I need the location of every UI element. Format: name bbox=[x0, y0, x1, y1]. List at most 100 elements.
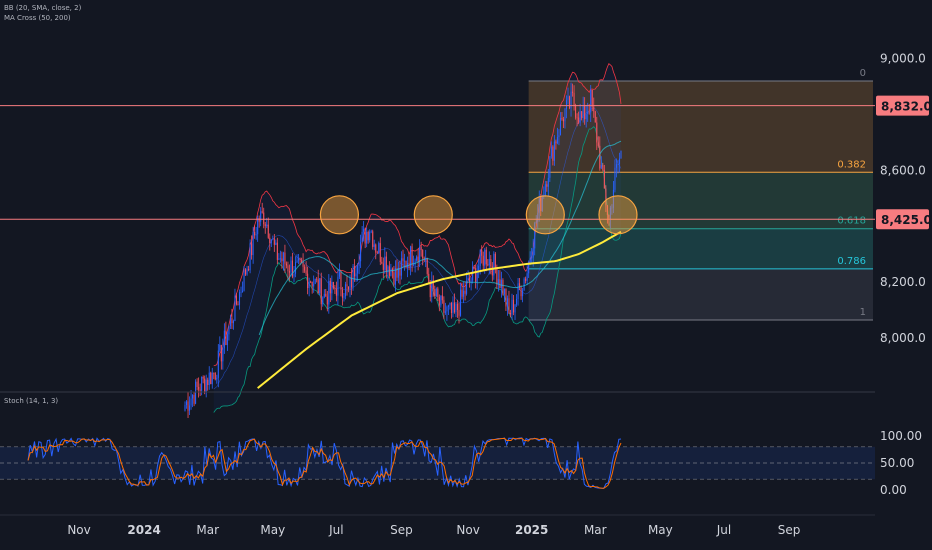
candle-body bbox=[581, 111, 583, 118]
candle-body bbox=[461, 289, 463, 297]
candle-body bbox=[352, 266, 354, 288]
candle-body bbox=[264, 224, 266, 227]
candle-body bbox=[285, 263, 287, 266]
candle-body bbox=[317, 279, 319, 294]
candle-body bbox=[617, 164, 619, 165]
candle-body bbox=[493, 253, 495, 276]
candle-body bbox=[235, 295, 238, 305]
candle-body bbox=[251, 243, 253, 256]
candle-body bbox=[463, 290, 465, 297]
candle-body bbox=[222, 348, 224, 362]
candle-body bbox=[364, 228, 366, 244]
candle-body bbox=[207, 379, 209, 386]
candle-body bbox=[422, 250, 424, 259]
time-tick: Nov bbox=[67, 523, 90, 537]
candle-body bbox=[453, 302, 456, 313]
time-axis[interactable]: Nov 2024 Mar May Jul Sep Nov 2025 Mar May Jul Sep bbox=[0, 514, 875, 537]
candle-body bbox=[570, 91, 572, 109]
candle-body bbox=[593, 106, 595, 112]
candle-body bbox=[193, 394, 195, 404]
candle-body bbox=[600, 165, 602, 169]
price-axis[interactable]: 9,000.0 8,600.0 8,200.0 8,000.0 8,832.0 8,425… bbox=[875, 0, 932, 392]
candle-body bbox=[520, 287, 522, 297]
candle-body bbox=[431, 280, 433, 298]
candle-body bbox=[313, 284, 315, 287]
candle-body bbox=[369, 231, 371, 241]
candle-body bbox=[414, 260, 416, 265]
candle-body bbox=[288, 271, 290, 273]
candle-body bbox=[485, 249, 487, 265]
candle-body bbox=[293, 273, 295, 277]
candle-body bbox=[245, 269, 247, 275]
candle-body bbox=[514, 304, 516, 313]
candle-body bbox=[261, 211, 263, 213]
candle-body bbox=[405, 260, 407, 268]
candle-body bbox=[282, 252, 284, 262]
candle-body bbox=[287, 265, 289, 272]
candle-body bbox=[199, 389, 201, 391]
candle-body bbox=[361, 231, 363, 243]
candle-body bbox=[585, 114, 587, 120]
candle-body bbox=[540, 197, 542, 211]
time-tick: May bbox=[260, 523, 285, 537]
candle-body bbox=[459, 289, 462, 316]
candle-body bbox=[426, 257, 428, 274]
price-tick: 8,600.0 bbox=[880, 163, 926, 177]
price-level-tag-label: 8,425.0 bbox=[881, 213, 932, 227]
candle-body bbox=[204, 378, 206, 392]
candle-body bbox=[205, 379, 207, 392]
horizontal-levels[interactable] bbox=[0, 105, 875, 220]
time-tick: May bbox=[648, 523, 673, 537]
candle-body bbox=[546, 184, 548, 187]
candle-body bbox=[308, 281, 310, 289]
candle-body bbox=[378, 243, 380, 254]
candle-body bbox=[363, 228, 365, 232]
candle-body bbox=[400, 258, 403, 276]
candle-body bbox=[428, 273, 430, 284]
candle-body bbox=[382, 263, 384, 270]
candle-body bbox=[497, 279, 499, 285]
candle-body bbox=[390, 268, 392, 276]
highlight-circles[interactable] bbox=[319, 195, 638, 235]
bb-indicator-label[interactable]: BB (20, SMA, close, 2) bbox=[4, 4, 82, 12]
candle-body bbox=[307, 273, 309, 289]
candle-body bbox=[258, 218, 260, 222]
candle-body bbox=[298, 258, 300, 261]
time-tick: Sep bbox=[778, 523, 801, 537]
candle-body bbox=[376, 252, 378, 254]
candle-body bbox=[620, 150, 622, 159]
price-level-tag bbox=[876, 95, 929, 116]
candle-body bbox=[496, 268, 498, 285]
candle-body bbox=[582, 105, 584, 118]
candle-body bbox=[381, 261, 383, 264]
candle-body bbox=[326, 296, 328, 305]
candle-body bbox=[229, 318, 231, 327]
stoch-indicator-label[interactable]: Stoch (14, 1, 3) bbox=[4, 397, 59, 405]
candle-body bbox=[366, 231, 368, 244]
candle-body bbox=[578, 117, 580, 123]
candle-body bbox=[329, 280, 331, 294]
candle-body bbox=[588, 111, 590, 113]
candle-body bbox=[281, 258, 283, 262]
candle-body bbox=[402, 258, 404, 262]
candle-body bbox=[270, 239, 272, 244]
candle-body bbox=[187, 401, 189, 411]
candle-body bbox=[411, 246, 413, 266]
candle-body bbox=[608, 214, 610, 220]
time-tick: 2025 bbox=[515, 523, 548, 537]
candle-body bbox=[375, 244, 377, 253]
candle-body bbox=[291, 260, 294, 277]
candle-body bbox=[349, 277, 351, 290]
candle-body bbox=[208, 372, 210, 386]
candle-body bbox=[305, 270, 307, 274]
ma-cross-indicator-label[interactable]: MA Cross (50, 200) bbox=[4, 14, 71, 22]
candle-body bbox=[478, 266, 480, 272]
candle-body bbox=[334, 288, 336, 290]
candle-body bbox=[532, 248, 534, 258]
candle-body bbox=[360, 242, 362, 262]
time-tick: 2024 bbox=[127, 523, 160, 537]
candle-body bbox=[446, 306, 448, 312]
price-level-tag-label: 8,832.0 bbox=[881, 100, 932, 114]
candle-body bbox=[350, 277, 353, 288]
candle-body bbox=[341, 289, 343, 298]
